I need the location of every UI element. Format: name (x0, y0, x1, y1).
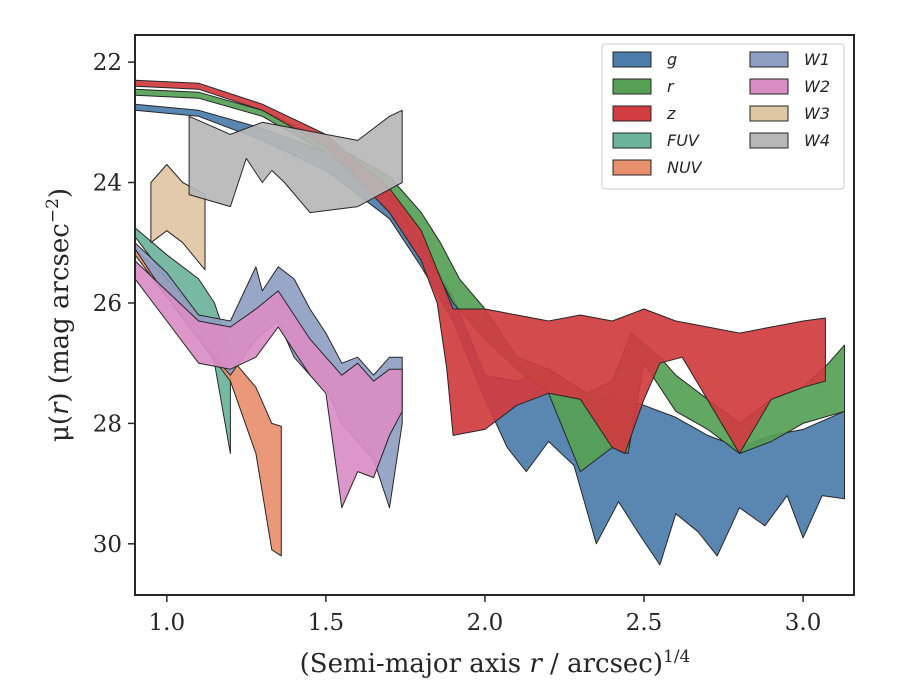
legend-swatch (612, 105, 652, 122)
x-tick-label: 3.0 (785, 610, 822, 636)
x-tick-label: 2.5 (626, 610, 663, 636)
legend-label: FUV (667, 131, 700, 150)
series-band-r (135, 88, 845, 473)
x-tick-label: 2.0 (467, 610, 504, 636)
legend-label: W3 (804, 104, 830, 123)
series-band-w2 (135, 260, 403, 509)
legend-item-fuv: FUV (612, 131, 700, 150)
legend-item-r: r (612, 77, 675, 96)
legend-item-w4: W4 (749, 131, 830, 150)
y-tick-label: 22 (93, 50, 122, 76)
legend-item-g: g (612, 50, 677, 69)
legend-swatch (612, 159, 652, 176)
x-axis: 1.0 1.5 2.0 2.5 3.0 (149, 595, 822, 636)
legend-swatch (749, 132, 789, 149)
legend-swatch (749, 105, 789, 122)
legend-label: W2 (804, 77, 830, 96)
plot-frame (134, 34, 855, 596)
legend-item-w1: W1 (749, 50, 830, 69)
series-band-w4 (188, 109, 403, 214)
legend-label: W4 (804, 131, 830, 150)
legend-label: g (667, 50, 677, 69)
series-band-z (135, 79, 826, 454)
y-tick-label: 24 (93, 171, 122, 197)
x-tick-label: 1.0 (149, 610, 186, 636)
legend-item-w2: W2 (749, 77, 830, 96)
legend-label: r (667, 77, 675, 96)
legend-swatch (749, 51, 789, 68)
legend-swatch (612, 78, 652, 95)
y-tick-label: 28 (93, 411, 122, 437)
y-tick-label: 26 (93, 291, 122, 317)
legend-item-w3: W3 (749, 104, 830, 123)
y-axis-label: μ(r) (mag arcsec−2) (43, 188, 75, 442)
legend-swatch (612, 51, 652, 68)
legend-swatch (749, 78, 789, 95)
legend-item-z: z (612, 104, 676, 123)
legend-item-nuv: NUV (612, 158, 703, 177)
legend-swatch (612, 132, 652, 149)
y-axis: 22 24 26 28 30 (93, 50, 135, 558)
x-tick-label: 1.5 (308, 610, 345, 636)
series-layer (135, 79, 845, 566)
legend: grz FUV NUV W1 W2 W3 W4 (601, 43, 845, 190)
legend-label: z (666, 104, 676, 123)
y-tick-label: 30 (93, 532, 122, 558)
legend-label: NUV (667, 158, 703, 177)
x-axis-label: (Semi-major axis r / arcsec)1/4 (300, 647, 691, 679)
legend-label: W1 (804, 50, 830, 69)
